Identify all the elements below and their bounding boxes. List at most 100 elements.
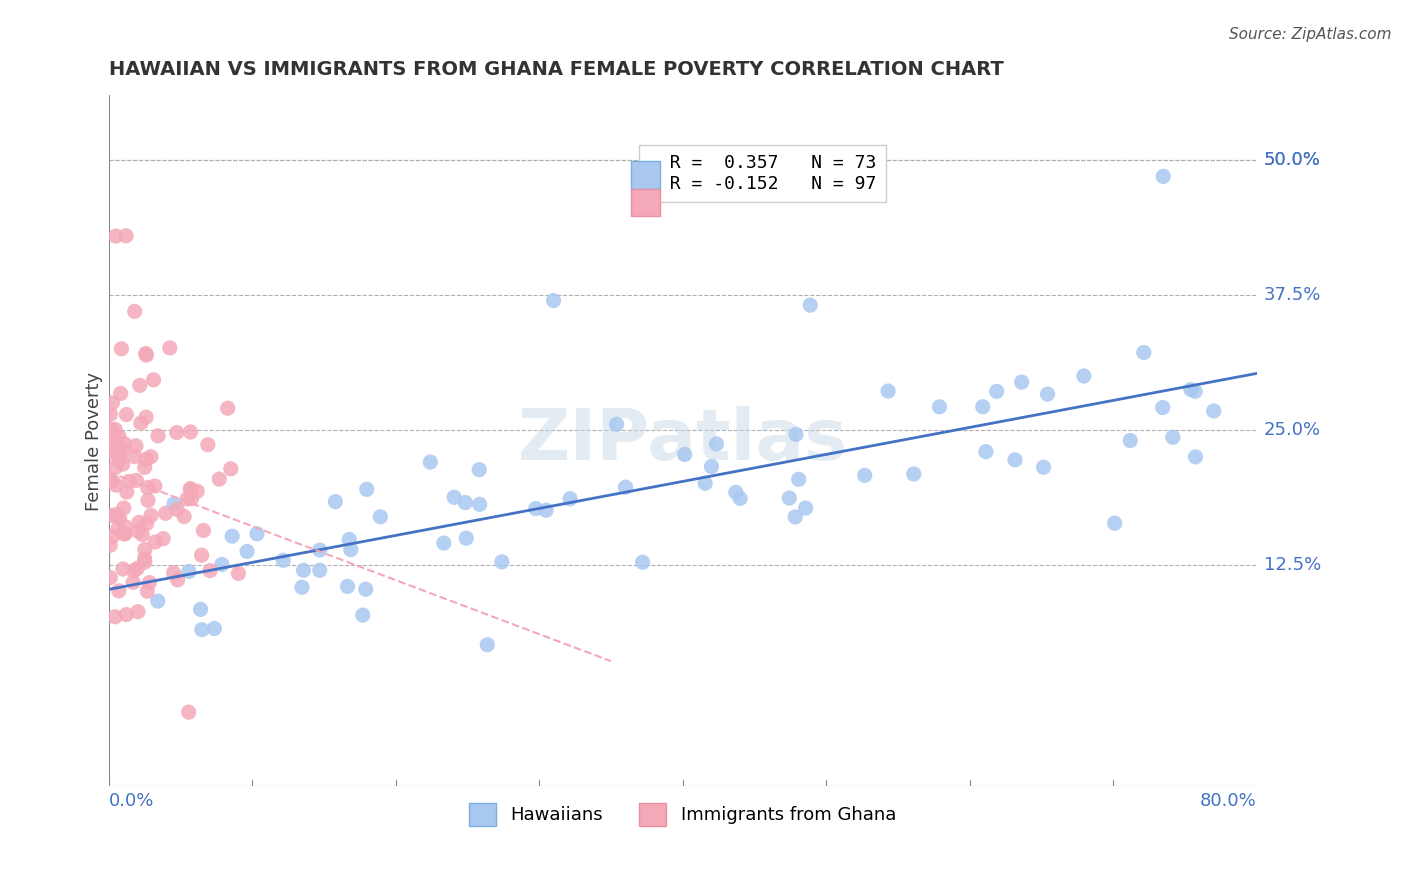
Point <box>778 491 800 505</box>
Point <box>125 439 148 453</box>
Point <box>468 497 491 511</box>
Point <box>190 548 212 562</box>
Point <box>728 491 751 506</box>
Point <box>155 506 177 520</box>
Point <box>166 573 188 587</box>
Point <box>1152 169 1174 184</box>
Point <box>211 558 233 572</box>
Point <box>794 501 817 516</box>
Point <box>136 481 159 495</box>
Point <box>558 491 581 506</box>
Point <box>356 483 378 497</box>
Point <box>115 607 138 622</box>
Point <box>176 491 198 506</box>
Point <box>271 553 294 567</box>
Text: 50.0%: 50.0% <box>1264 152 1320 169</box>
Point <box>136 584 159 599</box>
Point <box>110 386 132 401</box>
Point <box>177 705 200 719</box>
Point <box>534 503 557 517</box>
Point <box>114 526 136 541</box>
Point <box>291 580 314 594</box>
Point <box>853 468 876 483</box>
Point <box>179 425 201 439</box>
Point <box>115 485 138 500</box>
Point <box>524 501 547 516</box>
Point <box>101 474 124 488</box>
Point <box>180 491 202 506</box>
Point <box>228 566 250 581</box>
Point <box>138 575 160 590</box>
Point <box>112 500 135 515</box>
Point <box>236 544 259 558</box>
Text: 25.0%: 25.0% <box>1264 421 1320 439</box>
Point <box>1202 404 1225 418</box>
Point <box>337 533 360 547</box>
Point <box>104 609 127 624</box>
Point <box>163 497 186 511</box>
Point <box>354 582 377 597</box>
Point <box>101 529 124 543</box>
Point <box>1036 387 1059 401</box>
Point <box>110 342 132 356</box>
Point <box>112 436 135 450</box>
Point <box>491 555 513 569</box>
Point <box>134 460 156 475</box>
Point <box>246 526 269 541</box>
Point <box>124 304 146 318</box>
Point <box>325 494 347 508</box>
Point <box>339 542 361 557</box>
Point <box>292 563 315 577</box>
Point <box>190 602 212 616</box>
Point <box>193 524 215 538</box>
Point <box>103 436 125 450</box>
Point <box>1073 368 1095 383</box>
Point <box>139 450 162 464</box>
Point <box>101 508 124 523</box>
Point <box>700 459 723 474</box>
Point <box>128 378 150 392</box>
Point <box>166 502 188 516</box>
Point <box>134 551 156 566</box>
Point <box>197 438 219 452</box>
Point <box>1011 375 1033 389</box>
Point <box>1184 450 1206 464</box>
Point <box>352 608 374 623</box>
Point <box>111 442 134 456</box>
Point <box>107 522 129 536</box>
Point <box>336 579 359 593</box>
Point <box>108 429 131 443</box>
Point <box>1161 430 1184 444</box>
Point <box>166 425 188 440</box>
Point <box>177 565 200 579</box>
Y-axis label: Female Poverty: Female Poverty <box>86 371 103 510</box>
Point <box>308 543 330 558</box>
Point <box>104 422 127 436</box>
Point <box>104 460 127 475</box>
Point <box>198 564 221 578</box>
Point <box>180 483 202 498</box>
Point <box>443 491 465 505</box>
Text: 50.0%: 50.0% <box>1264 152 1320 169</box>
Point <box>1119 434 1142 448</box>
Point <box>107 446 129 460</box>
Point <box>673 448 696 462</box>
Point <box>104 229 127 244</box>
Point <box>146 429 169 443</box>
Point <box>986 384 1008 399</box>
Point <box>1184 384 1206 399</box>
Point <box>1104 516 1126 531</box>
Point <box>221 529 243 543</box>
Point <box>114 520 136 534</box>
Point <box>974 444 997 458</box>
Point <box>142 373 165 387</box>
Point <box>128 516 150 530</box>
Point <box>135 346 157 360</box>
Point <box>98 538 121 552</box>
Point <box>543 293 565 308</box>
Point <box>134 555 156 569</box>
Point <box>105 508 128 522</box>
Point <box>122 575 145 590</box>
Point <box>217 401 239 416</box>
Point <box>118 475 141 489</box>
